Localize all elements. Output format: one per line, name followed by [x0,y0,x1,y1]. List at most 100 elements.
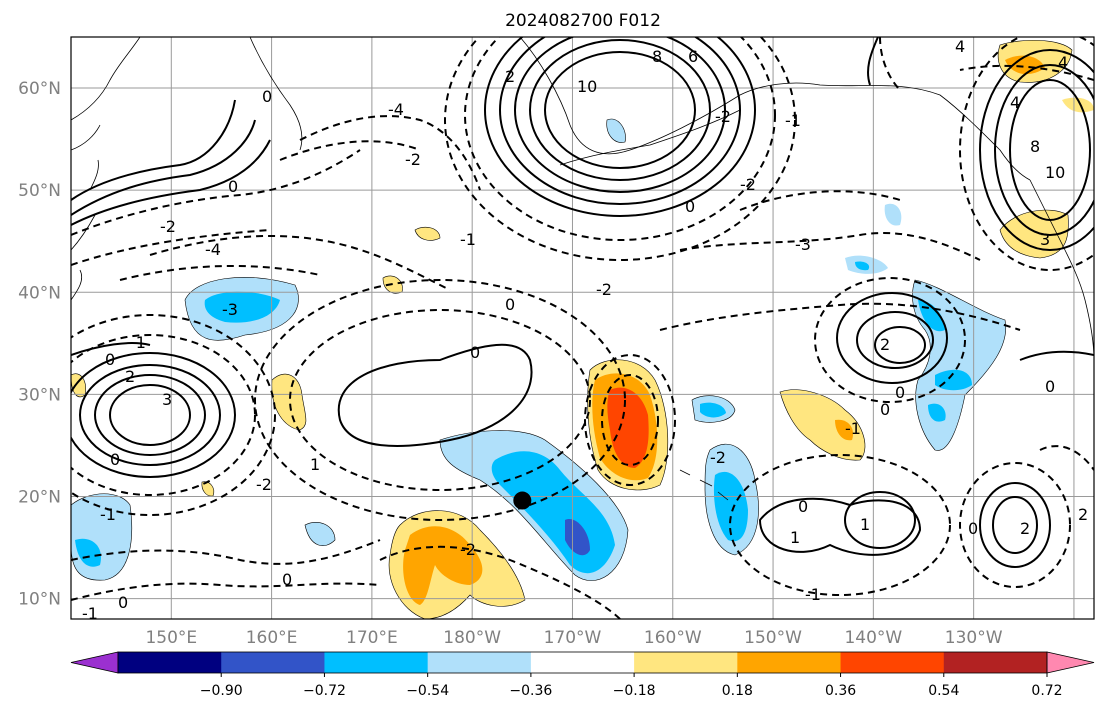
svg-text:-2: -2 [405,150,421,169]
svg-text:6: 6 [688,47,698,66]
colorbar-segment [427,652,532,673]
colorbar-segment [118,652,222,673]
lat-axis: 10°N 20°N 30°N 40°N 50°N 60°N [18,79,61,610]
svg-text:0: 0 [798,497,808,516]
svg-text:-2: -2 [740,175,756,194]
shade-neg-5b [935,369,972,391]
lon-tick-label: 130°W [945,628,1003,648]
shade-pos-10 [1062,97,1094,113]
colorbar-segment [324,652,429,673]
shade-neg-8 [304,521,336,547]
svg-text:-3: -3 [222,300,238,319]
shade-neg-2c [565,519,590,556]
svg-text:0: 0 [118,593,128,612]
svg-text:3: 3 [162,390,172,409]
svg-text:0: 0 [282,570,292,589]
lon-tick-label: 180°W [443,628,501,648]
colorbar-segment [840,652,945,673]
contour-layer [71,37,1094,619]
colorbar-segment [221,652,325,673]
coastline-na-west [1029,179,1094,361]
lon-tick-label: 160°E [246,628,298,648]
svg-text:10: 10 [1045,163,1065,182]
svg-text:4: 4 [1058,53,1068,72]
svg-text:1: 1 [310,455,320,474]
coastline-hawaii [679,469,729,501]
svg-text:0: 0 [505,295,515,314]
lat-tick-label: 10°N [18,590,61,610]
lat-tick-label: 30°N [18,385,61,405]
svg-text:2: 2 [125,367,135,386]
svg-text:-2: -2 [460,540,476,559]
shade-neg-6b [855,261,870,271]
svg-text:-2: -2 [160,217,176,236]
shade-neg-4b [700,402,726,418]
shade-neg-1b [204,291,280,323]
colorbar-extend-high [1046,651,1095,674]
colorbar-segment [634,652,738,673]
plot-frame [70,36,1095,620]
shade-pos-7 [414,226,441,241]
contour-high-ne [1009,79,1091,221]
coastline-kamchatka [249,37,303,151]
shade-neg-3b [713,471,748,542]
colorbar-tick-label: −0.18 [613,683,656,699]
lon-tick-label: 140°W [844,628,902,648]
svg-text:2: 2 [1078,505,1088,524]
contour-high-se [992,496,1038,554]
svg-text:1: 1 [790,528,800,547]
svg-text:0: 0 [685,197,695,216]
contour-high-west [109,384,191,446]
coastline-alaska [519,37,1031,181]
svg-text:0: 0 [470,343,480,362]
coastline-layer [71,37,1094,501]
coastline-asia [71,37,141,301]
shade-neg-7b [75,538,101,567]
svg-text:8: 8 [652,47,662,66]
svg-text:-1: -1 [805,585,821,604]
lat-tick-label: 50°N [18,181,61,201]
svg-text:0: 0 [880,400,890,419]
svg-text:8: 8 [1030,137,1040,156]
svg-text:0: 0 [228,177,238,196]
contour-high-east [874,326,926,364]
colorbar-segment [943,652,1048,673]
lon-tick-label: 150°E [145,628,197,648]
contour-labels: 10 8 6 2 10 8 4 4 3 4 -3 -4 3 2 0 0 0 0 … [82,37,1088,619]
colorbar-tick-label: −0.90 [200,683,243,699]
lon-tick-label: 160°W [644,628,702,648]
colorbar-tick-label: 0.54 [928,683,959,699]
contour-zero-central [337,343,533,447]
svg-text:3: 3 [1040,230,1050,249]
shade-pos-4 [271,373,307,431]
lon-tick-label: 170°W [544,628,602,648]
svg-text:-4: -4 [205,240,221,259]
colorbar-extend-low [70,651,119,674]
svg-text:0: 0 [105,350,115,369]
colorbar-tick-label: 0.18 [722,683,753,699]
shading-layer [71,39,1094,619]
contour-high-north [529,39,711,181]
svg-text:-1: -1 [460,230,476,249]
svg-text:-1: -1 [785,111,801,130]
location-marker [513,491,532,510]
colorbar-tick-label: −0.54 [406,683,449,699]
lon-axis: 150°E 160°E 170°E 180°W 170°W 160°W 150°W 140°W… [145,628,1002,648]
svg-text:1: 1 [860,515,870,534]
svg-text:-4: -4 [388,100,404,119]
lat-tick-label: 60°N [18,79,61,99]
svg-text:-2: -2 [256,475,272,494]
shade-neg-5c [928,403,946,422]
colorbar-tick-label: 0.36 [825,683,856,699]
shade-pos-2b [403,526,483,605]
shade-neg-9 [606,118,626,143]
svg-text:-2: -2 [715,107,731,126]
lon-tick-label: 150°W [744,628,802,648]
contour-high-south [844,491,916,549]
lat-tick-label: 40°N [18,283,61,303]
figure-title: 2024082700 F012 [505,11,661,31]
colorbar-segment [737,652,842,673]
shade-pos-5b [1005,55,1045,75]
colorbar-segment [530,652,635,673]
